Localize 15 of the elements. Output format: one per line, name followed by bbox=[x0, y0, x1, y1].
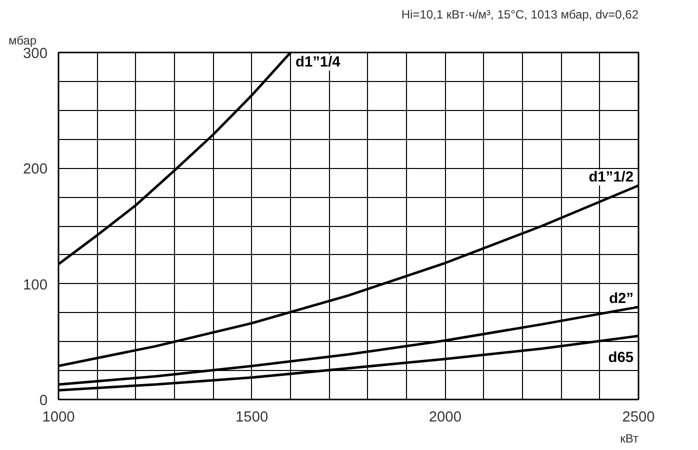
x-tick-label: 1500 bbox=[236, 410, 268, 426]
chart-subtitle: Hi=10,1 кВт·ч/м³, 15°C, 1013 мбар, dv=0,62 bbox=[401, 8, 639, 22]
x-tick-label: 2000 bbox=[428, 410, 462, 426]
series-label: d65 bbox=[608, 350, 634, 366]
y-axis-title: мбар bbox=[8, 34, 37, 48]
x-tick-label: 2500 bbox=[622, 410, 655, 426]
series-label: d2” bbox=[609, 290, 634, 307]
y-tick-label: 300 bbox=[23, 46, 48, 62]
series-label: d1”1/4 bbox=[296, 54, 342, 70]
y-tick-label: 0 bbox=[39, 393, 48, 409]
series-label: d1”1/2 bbox=[588, 170, 634, 186]
y-tick-label: 100 bbox=[23, 277, 48, 294]
x-axis-title: кВт bbox=[620, 432, 640, 446]
x-tick-label: 1000 bbox=[42, 410, 75, 426]
y-tick-label: 200 bbox=[23, 162, 48, 178]
